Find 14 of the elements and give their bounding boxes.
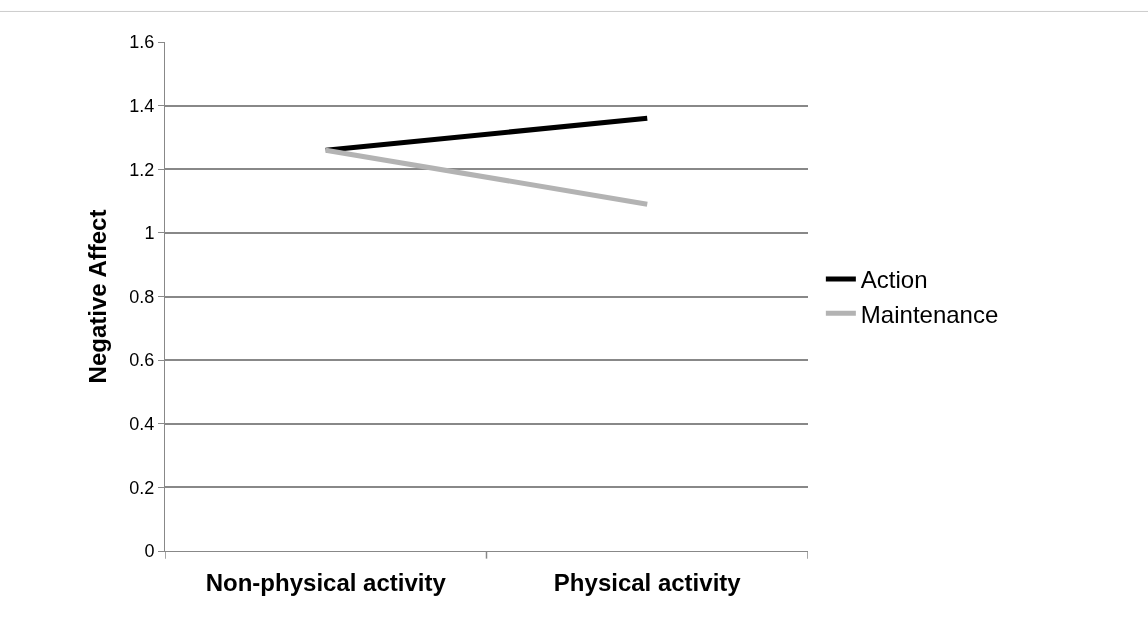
y-tick-label: 1.4 [129,95,155,116]
x-tick-label: Physical activity [553,568,742,596]
y-tick-label: 0 [144,541,155,562]
y-tick-label: 1 [144,223,155,244]
legend-label: Action [860,266,928,294]
y-tick-label: 0.2 [129,477,155,498]
y-axis-title: Negative Affect [84,209,112,384]
legend-label: Maintenance [860,300,999,328]
y-tick-label: 0.8 [129,286,155,307]
x-tick-label: Non-physical activity [205,568,447,596]
y-tick-label: 0.4 [129,414,155,435]
y-tick-label: 0.6 [129,350,155,371]
y-tick-label: 1.6 [129,32,155,53]
y-tick-label: 1.2 [129,159,155,180]
